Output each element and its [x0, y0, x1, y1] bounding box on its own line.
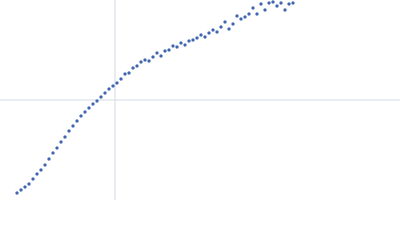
data-point: [167, 48, 171, 52]
data-point: [275, 4, 279, 8]
data-point: [139, 60, 143, 64]
data-point: [47, 157, 51, 161]
data-point: [195, 36, 199, 40]
data-point: [175, 45, 179, 49]
data-point: [15, 191, 19, 195]
data-point: [31, 177, 35, 181]
data-point: [207, 31, 211, 35]
data-point: [179, 41, 183, 45]
data-point: [83, 110, 87, 114]
data-point: [259, 2, 263, 6]
data-point: [75, 119, 79, 123]
data-point: [243, 15, 247, 19]
data-point: [279, 1, 283, 5]
data-point: [291, 1, 295, 5]
data-point: [51, 151, 55, 155]
chart: [0, 0, 400, 200]
data-point: [91, 102, 95, 106]
data-point: [87, 106, 91, 110]
data-point: [203, 35, 207, 39]
data-point: [71, 124, 75, 128]
data-point: [119, 77, 123, 81]
data-point: [63, 135, 67, 139]
data-point: [107, 87, 111, 91]
data-point: [151, 55, 155, 59]
data-point: [95, 99, 99, 103]
data-point: [271, 0, 275, 4]
data-point: [263, 8, 267, 12]
data-point: [239, 17, 243, 21]
data-point: [19, 188, 23, 192]
data-point: [59, 140, 63, 144]
data-point: [155, 51, 159, 55]
data-point: [135, 64, 139, 68]
data-point: [199, 33, 203, 37]
data-point: [55, 146, 59, 150]
data-point: [283, 8, 287, 12]
data-point: [251, 6, 255, 10]
data-point: [247, 12, 251, 16]
data-point: [99, 95, 103, 99]
data-point: [27, 182, 31, 186]
data-point: [235, 14, 239, 18]
data-point: [143, 58, 147, 62]
data-point: [131, 66, 135, 70]
data-point: [39, 168, 43, 172]
data-point: [159, 54, 163, 58]
data-point: [231, 22, 235, 26]
data-point: [211, 28, 215, 32]
data-point: [163, 49, 167, 53]
data-point: [267, 1, 271, 5]
data-point: [255, 12, 259, 16]
data-point: [227, 27, 231, 31]
data-point: [43, 163, 47, 167]
data-point: [219, 25, 223, 29]
data-point: [67, 129, 71, 133]
data-point: [127, 71, 131, 75]
data-point: [287, 2, 291, 6]
data-point: [191, 38, 195, 42]
data-point: [103, 91, 107, 95]
data-point: [187, 39, 191, 43]
data-point: [35, 172, 39, 176]
data-point: [215, 30, 219, 34]
data-point: [171, 44, 175, 48]
data-point: [79, 114, 83, 118]
data-point: [183, 43, 187, 47]
data-point: [147, 59, 151, 63]
data-point: [23, 185, 27, 189]
data-point: [123, 72, 127, 76]
data-point: [111, 84, 115, 88]
data-point: [223, 20, 227, 24]
data-point: [115, 81, 119, 85]
